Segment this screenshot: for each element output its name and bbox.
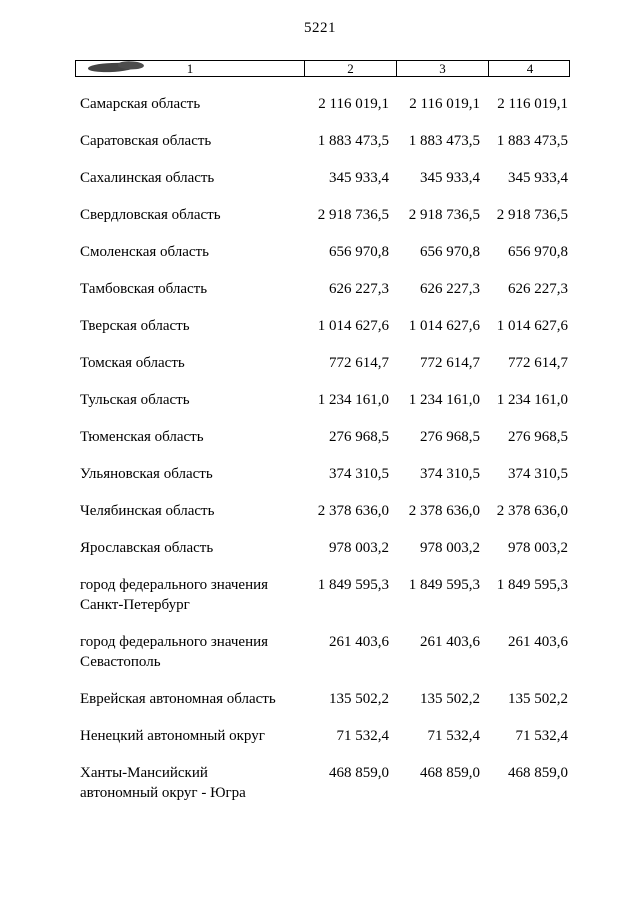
- value-col-2: 1 883 473,5: [317, 133, 389, 149]
- value-col-4: 374 310,5: [508, 466, 568, 482]
- region-name: Еврейская автономная область: [80, 691, 276, 707]
- value-col-4: 1 883 473,5: [496, 133, 568, 149]
- region-name: город федерального значения Санкт-Петерб…: [80, 577, 269, 613]
- value-col-4: 1 014 627,6: [496, 318, 568, 334]
- value-col-4: 656 970,8: [508, 244, 568, 260]
- table-row: Тамбовская область 626 227,3 626 227,3 626 …: [75, 279, 570, 299]
- region-name: Тульская область: [80, 392, 190, 408]
- table-row: Ульяновская область 374 310,5 374 310,5 374…: [75, 464, 570, 484]
- table-row: Томская область 772 614,7 772 614,7 772 614…: [75, 353, 570, 373]
- table-row: Самарская область 2 116 019,1 2 116 019,1 2…: [75, 94, 570, 114]
- page-number: 5221: [304, 20, 336, 36]
- value-col-2: 71 532,4: [336, 728, 390, 744]
- value-col-2: 276 968,5: [329, 429, 389, 445]
- value-col-4: 1 849 595,3: [496, 577, 568, 593]
- value-col-3: 374 310,5: [420, 466, 480, 482]
- region-name: город федерального значения Севастополь: [80, 634, 269, 670]
- column-header-4: 4: [488, 61, 571, 76]
- value-col-3: 2 378 636,0: [408, 503, 480, 519]
- value-col-4: 978 003,2: [508, 540, 568, 556]
- value-col-4: 71 532,4: [515, 728, 569, 744]
- region-name: Сахалинская область: [80, 170, 215, 186]
- value-col-3: 276 968,5: [420, 429, 480, 445]
- value-col-2: 2 918 736,5: [317, 207, 389, 223]
- table-row: Ярославская область 978 003,2 978 003,2 978…: [75, 538, 570, 558]
- region-name: Смоленская область: [80, 244, 209, 260]
- value-col-2: 468 859,0: [329, 765, 389, 781]
- region-name: Тверская область: [80, 318, 190, 334]
- region-name: Томская область: [80, 355, 185, 371]
- value-col-2: 374 310,5: [329, 466, 389, 482]
- table-row: Тюменская область 276 968,5 276 968,5 276 9…: [75, 427, 570, 447]
- table-header-row: 1 2 3 4: [75, 60, 570, 77]
- value-col-3: 345 933,4: [420, 170, 480, 186]
- column-header-1: 1: [186, 61, 194, 76]
- value-col-4: 2 378 636,0: [496, 503, 568, 519]
- value-col-3: 468 859,0: [420, 765, 480, 781]
- value-col-3: 71 532,4: [427, 728, 481, 744]
- value-col-2: 656 970,8: [329, 244, 389, 260]
- value-col-2: 345 933,4: [329, 170, 389, 186]
- region-name: Ульяновская область: [80, 466, 213, 482]
- value-col-2: 1 014 627,6: [317, 318, 389, 334]
- value-col-2: 626 227,3: [329, 281, 389, 297]
- value-col-3: 1 849 595,3: [408, 577, 480, 593]
- value-col-3: 656 970,8: [420, 244, 480, 260]
- value-col-2: 1 849 595,3: [317, 577, 389, 593]
- table-row: Свердловская область 2 918 736,5 2 918 736…: [75, 205, 570, 225]
- table-row: Смоленская область 656 970,8 656 970,8 656 …: [75, 242, 570, 262]
- value-col-4: 261 403,6: [508, 634, 568, 650]
- value-col-3: 1 234 161,0: [408, 392, 480, 408]
- value-col-2: 2 116 019,1: [318, 96, 389, 112]
- value-col-2: 1 234 161,0: [317, 392, 389, 408]
- value-col-4: 135 502,2: [508, 691, 568, 707]
- region-name: Челябинская область: [80, 503, 215, 519]
- value-col-2: 135 502,2: [329, 691, 389, 707]
- value-col-3: 261 403,6: [420, 634, 480, 650]
- value-col-3: 626 227,3: [420, 281, 480, 297]
- region-name: Ярославская область: [80, 540, 214, 556]
- column-header-3: 3: [396, 61, 488, 76]
- value-col-4: 626 227,3: [508, 281, 568, 297]
- value-col-4: 468 859,0: [508, 765, 568, 781]
- regions-table: 1 2 3 4 Самарская область 2 116 019,1 2 11…: [75, 60, 570, 820]
- table-row: Еврейская автономная область 135 502,2 135…: [75, 689, 570, 709]
- region-name: Ненецкий автономный округ: [80, 728, 265, 744]
- value-col-4: 2 918 736,5: [496, 207, 568, 223]
- table-row: Челябинская область 2 378 636,0 2 378 636,…: [75, 501, 570, 521]
- value-col-2: 2 378 636,0: [317, 503, 389, 519]
- value-col-3: 1 883 473,5: [408, 133, 480, 149]
- value-col-4: 772 614,7: [508, 355, 568, 371]
- table-body: Самарская область 2 116 019,1 2 116 019,1 2…: [75, 94, 570, 803]
- value-col-2: 978 003,2: [329, 540, 389, 556]
- table-row: Тульская область 1 234 161,0 1 234 161,0 1 …: [75, 390, 570, 410]
- value-col-3: 772 614,7: [420, 355, 480, 371]
- table-row: Сахалинская область 345 933,4 345 933,4 345…: [75, 168, 570, 188]
- region-name: Ханты-Мансийский автономный округ - Югра: [80, 765, 246, 801]
- table-row: Тверская область 1 014 627,6 1 014 627,6 1 …: [75, 316, 570, 336]
- value-col-4: 2 116 019,1: [497, 96, 568, 112]
- value-col-3: 2 116 019,1: [409, 96, 480, 112]
- value-col-3: 1 014 627,6: [408, 318, 480, 334]
- region-name: Самарская область: [80, 96, 201, 112]
- value-col-4: 1 234 161,0: [496, 392, 568, 408]
- region-name: Саратовская область: [80, 133, 212, 149]
- table-row: Ненецкий автономный округ 71 532,4 71 532,…: [75, 726, 570, 746]
- value-col-3: 135 502,2: [420, 691, 480, 707]
- value-col-4: 345 933,4: [508, 170, 568, 186]
- region-name: Тамбовская область: [80, 281, 208, 297]
- region-name: Тюменская область: [80, 429, 204, 445]
- value-col-3: 978 003,2: [420, 540, 480, 556]
- table-row: Саратовская область 1 883 473,5 1 883 473,…: [75, 131, 570, 151]
- value-col-2: 261 403,6: [329, 634, 389, 650]
- value-col-3: 2 918 736,5: [408, 207, 480, 223]
- table-row: город федерального значения Севастополь 2…: [75, 632, 570, 672]
- region-name: Свердловская область: [80, 207, 221, 223]
- table-row: Ханты-Мансийский автономный округ - Югра…: [75, 763, 570, 803]
- value-col-4: 276 968,5: [508, 429, 568, 445]
- value-col-2: 772 614,7: [329, 355, 389, 371]
- column-header-2: 2: [304, 61, 396, 76]
- table-row: город федерального значения Санкт-Петерб…: [75, 575, 570, 615]
